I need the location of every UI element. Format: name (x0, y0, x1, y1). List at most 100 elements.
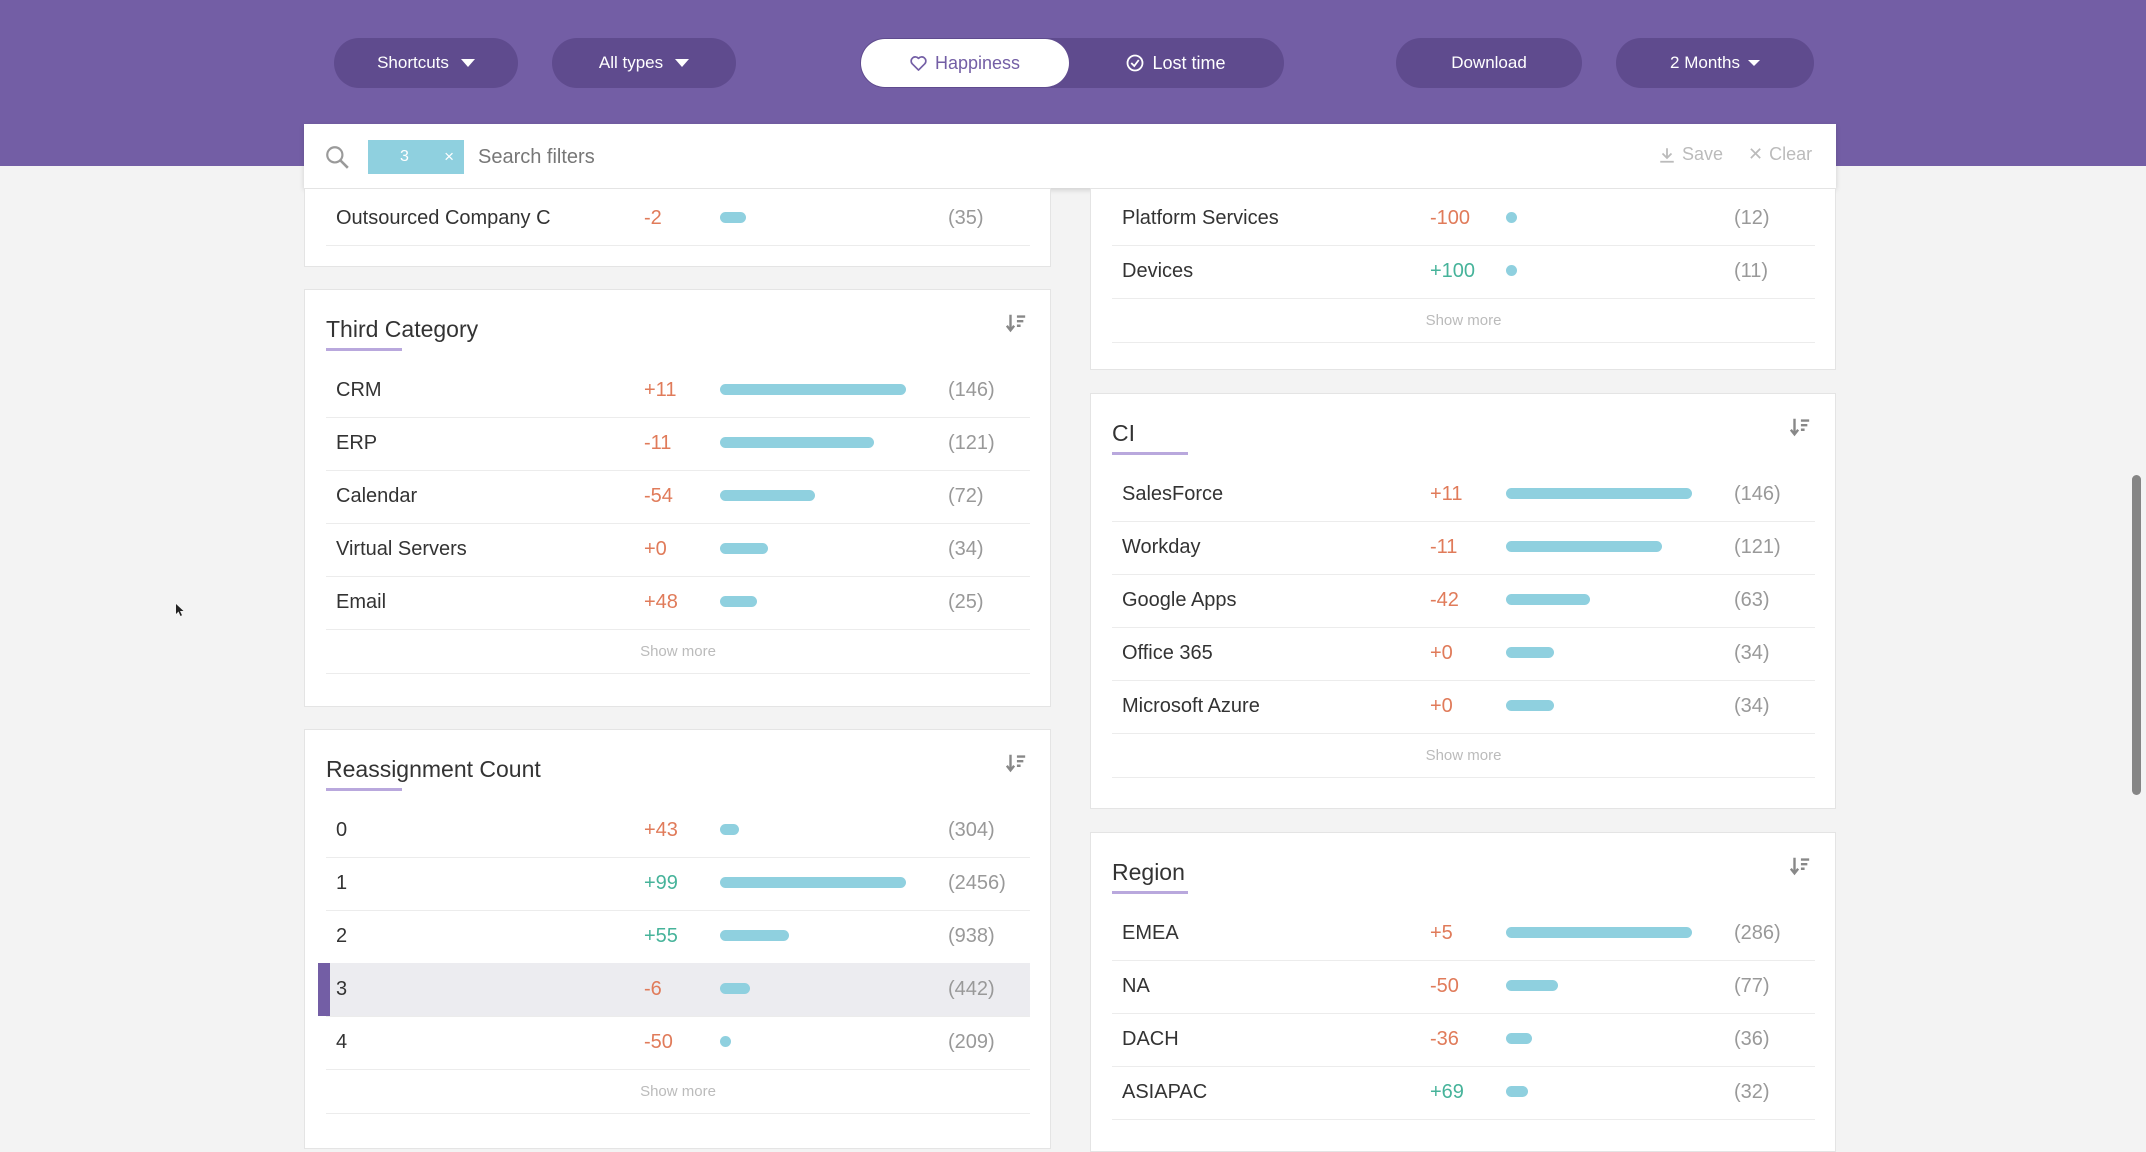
title-underline (326, 348, 402, 351)
list-item[interactable]: Email +48 (25) (326, 576, 1030, 630)
row-delta: +0 (1430, 695, 1453, 717)
list-item[interactable]: 4 -50 (209) (326, 1016, 1030, 1070)
row-bar (1506, 980, 1558, 991)
row-bar (720, 877, 906, 888)
show-more-row: Show more (1112, 733, 1815, 778)
card-title: Reassignment Count (326, 756, 541, 782)
row-label: Outsourced Company C (336, 207, 551, 229)
list-item[interactable]: Platform Services -100 (12) (1112, 192, 1815, 246)
show-more-link[interactable]: Show more (1425, 312, 1502, 329)
clear-button[interactable]: ✕ Clear (1748, 144, 1812, 165)
search-input[interactable] (476, 138, 1180, 176)
period-dropdown[interactable]: 2 Months (1616, 38, 1814, 88)
list-item-selected[interactable]: 3 -6 (442) (318, 963, 1030, 1017)
page-scrollbar[interactable] (2132, 475, 2141, 795)
row-bar (720, 437, 874, 448)
chevron-down-icon (675, 59, 690, 67)
shortcuts-dropdown[interactable]: Shortcuts (334, 38, 518, 88)
card-title: Third Category (326, 316, 479, 342)
card-title: CI (1112, 420, 1135, 446)
row-label: 1 (336, 872, 348, 894)
row-label: NA (1122, 975, 1150, 997)
row-count: (146) (948, 379, 995, 401)
row-delta: +55 (644, 925, 678, 947)
clock-check-icon (1127, 54, 1144, 72)
row-bar (720, 490, 815, 501)
filter-search-bar: 3 × Save ✕ Clear (304, 124, 1836, 188)
row-label: Devices (1122, 260, 1194, 282)
row-count: (72) (948, 485, 984, 507)
row-count: (121) (948, 432, 995, 454)
card-region: Region EMEA +5 (286) NA -50 (77) DACH -3… (1090, 832, 1836, 1152)
list-item[interactable]: CRM +11 (146) (326, 364, 1030, 418)
sort-icon[interactable] (1789, 855, 1811, 877)
row-label: ASIAPAC (1122, 1081, 1208, 1103)
row-label: Calendar (336, 485, 418, 507)
list-item[interactable]: NA -50 (77) (1112, 960, 1815, 1014)
download-button[interactable]: Download (1396, 38, 1582, 88)
row-bar (720, 543, 768, 554)
row-delta: +11 (644, 379, 677, 401)
row-delta: -2 (644, 207, 662, 229)
row-count: (36) (1734, 1028, 1770, 1050)
all-types-label: All types (598, 53, 664, 72)
show-more-link[interactable]: Show more (1425, 747, 1502, 764)
row-bar (720, 212, 746, 223)
save-button[interactable]: Save (1658, 144, 1723, 165)
close-icon[interactable]: × (444, 147, 454, 166)
period-label: 2 Months (1670, 53, 1740, 72)
row-label: Google Apps (1122, 589, 1237, 611)
row-delta: -50 (644, 1031, 673, 1053)
title-underline (326, 788, 402, 791)
row-count: (12) (1734, 207, 1770, 229)
happiness-label: Happiness (934, 52, 1021, 73)
lost-time-tab[interactable]: Lost time (1070, 39, 1282, 87)
list-item[interactable]: 0 +43 (304) (326, 804, 1030, 858)
list-item[interactable]: Office 365 +0 (34) (1112, 627, 1815, 681)
list-item[interactable]: ASIAPAC +69 (32) (1112, 1066, 1815, 1120)
list-item[interactable]: Outsourced Company C -2 (35) (326, 192, 1030, 246)
row-delta: -36 (1430, 1028, 1459, 1050)
chevron-down-icon (460, 59, 475, 67)
row-bar (1506, 488, 1692, 499)
list-item[interactable]: Calendar -54 (72) (326, 470, 1030, 524)
show-more-link[interactable]: Show more (640, 1083, 716, 1100)
sort-icon[interactable] (1005, 312, 1027, 334)
list-item[interactable]: 2 +55 (938) (326, 910, 1030, 964)
list-item[interactable]: Microsoft Azure +0 (34) (1112, 680, 1815, 734)
row-label: 2 (336, 925, 348, 947)
card-third-category: Third Category CRM +11 (146) ERP -11 (12… (304, 289, 1051, 707)
row-count: (77) (1734, 975, 1770, 997)
row-count: (34) (1734, 695, 1770, 717)
row-bar (720, 824, 739, 835)
list-item[interactable]: Google Apps -42 (63) (1112, 574, 1815, 628)
list-item[interactable]: Virtual Servers +0 (34) (326, 523, 1030, 577)
list-item[interactable]: 1 +99 (2456) (326, 857, 1030, 911)
list-item[interactable]: DACH -36 (36) (1112, 1013, 1815, 1067)
filter-chip-value: 3 (400, 148, 409, 165)
row-count: (304) (948, 819, 995, 841)
row-bar (1506, 541, 1662, 552)
row-label: CRM (336, 379, 382, 401)
row-label: 4 (336, 1031, 348, 1053)
row-label: Microsoft Azure (1122, 695, 1260, 717)
list-item[interactable]: SalesForce +11 (146) (1112, 468, 1815, 522)
show-more-row: Show more (326, 629, 1030, 674)
card-outsourced: Outsourced Company C -2 (35) (304, 188, 1051, 267)
row-bar (720, 983, 750, 994)
happiness-tab[interactable]: Happiness (861, 39, 1069, 87)
sort-icon[interactable] (1789, 416, 1811, 438)
show-more-link[interactable]: Show more (640, 643, 716, 660)
sort-icon[interactable] (1005, 752, 1027, 774)
row-bar (720, 1036, 731, 1047)
row-label: Virtual Servers (336, 538, 467, 560)
shortcuts-label: Shortcuts (377, 53, 449, 72)
all-types-dropdown[interactable]: All types (552, 38, 736, 88)
list-item[interactable]: Devices +100 (11) (1112, 245, 1815, 299)
filter-chip[interactable]: 3 × (368, 140, 464, 174)
list-item[interactable]: Workday -11 (121) (1112, 521, 1815, 575)
list-item[interactable]: EMEA +5 (286) (1112, 907, 1815, 961)
row-count: (286) (1734, 922, 1781, 944)
row-delta: +0 (644, 538, 667, 560)
list-item[interactable]: ERP -11 (121) (326, 417, 1030, 471)
